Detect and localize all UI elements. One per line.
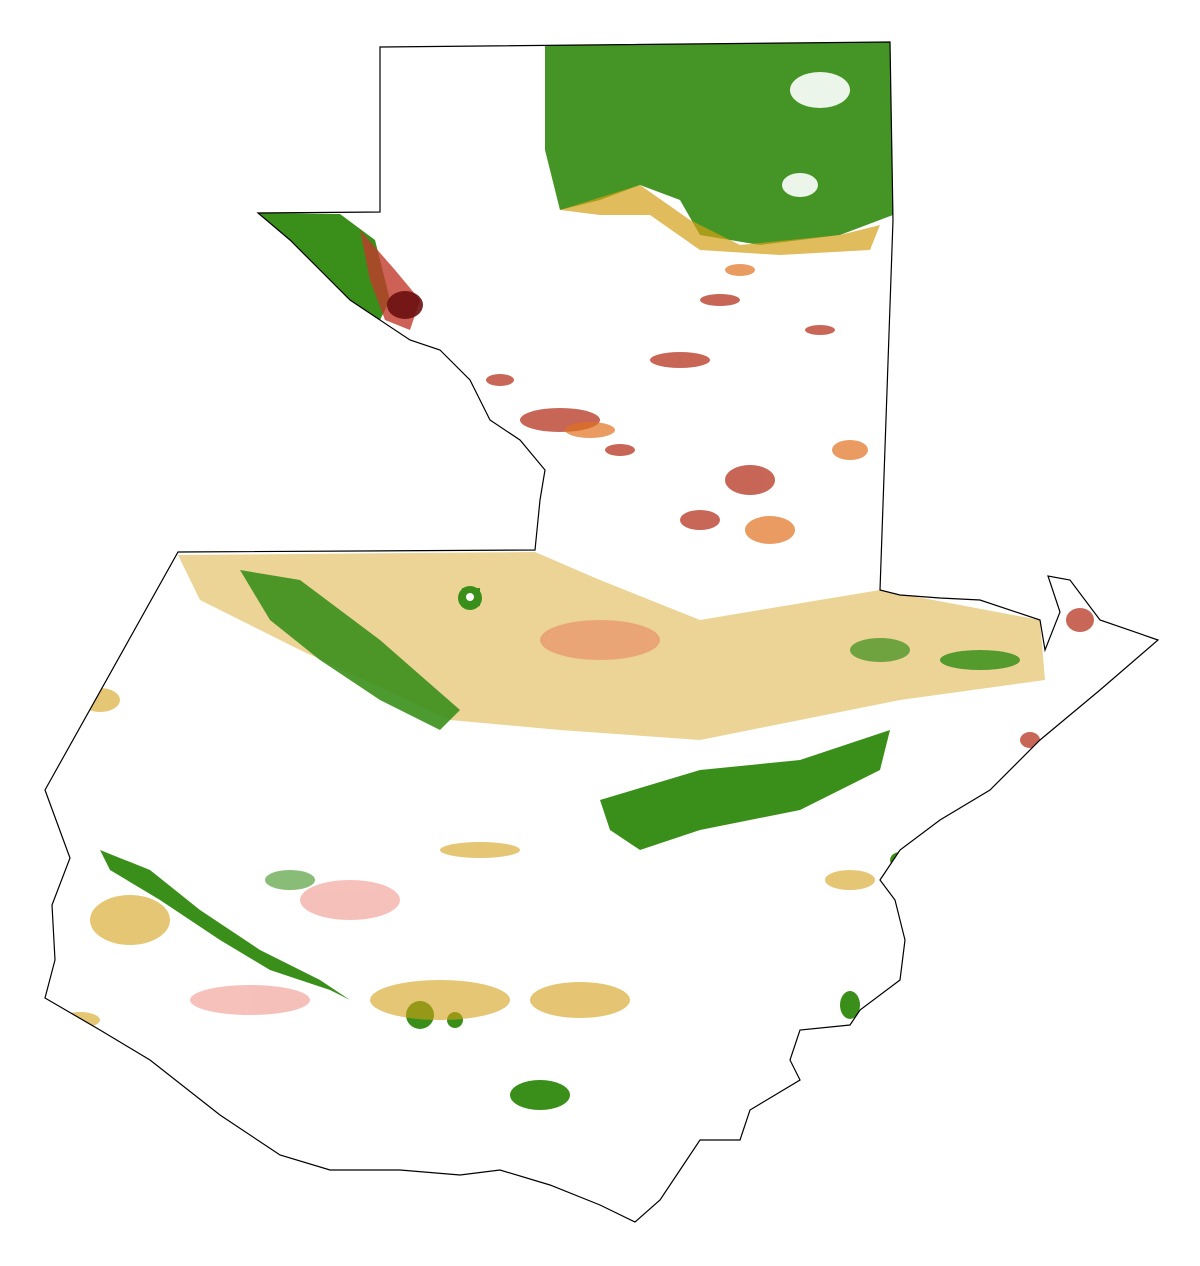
forest-edge bbox=[560, 185, 880, 255]
mixed-patches bbox=[60, 688, 875, 1028]
clearing bbox=[782, 173, 818, 197]
loss bbox=[387, 291, 423, 319]
sparse-loss bbox=[190, 620, 660, 1015]
land-cover bbox=[60, 42, 1094, 1110]
forest bbox=[258, 213, 390, 320]
clearing bbox=[466, 593, 474, 601]
change-patches bbox=[565, 264, 868, 544]
clearing bbox=[790, 72, 850, 108]
